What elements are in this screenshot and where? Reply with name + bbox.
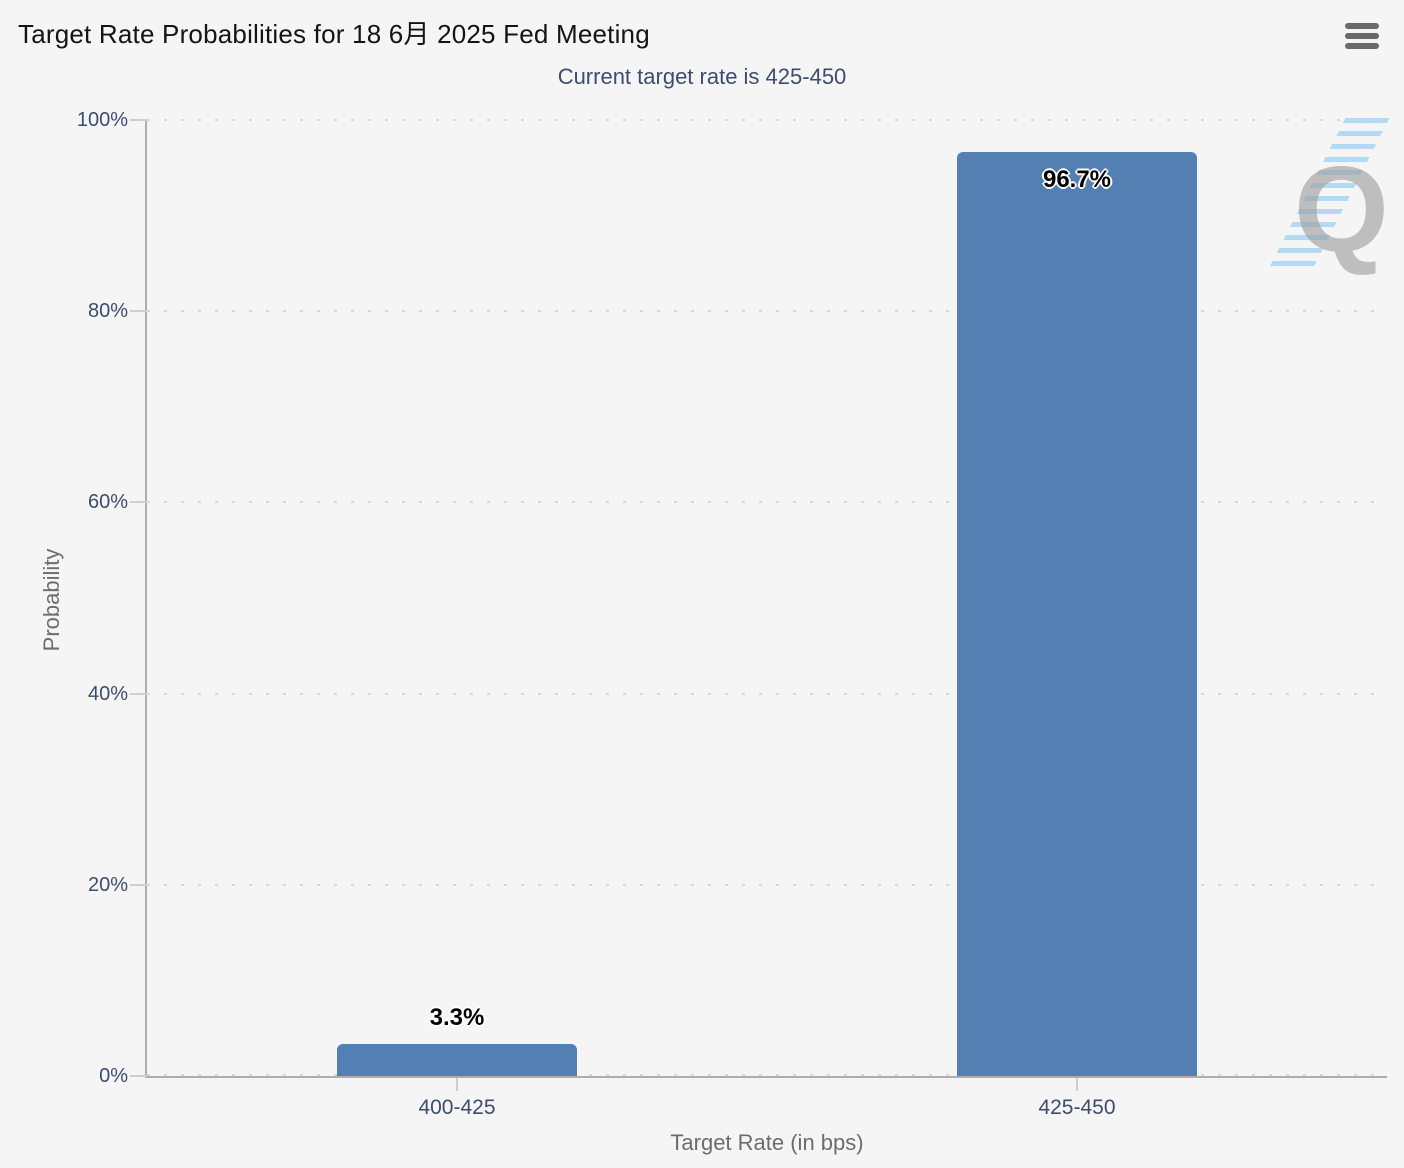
watermark-q-logo: Q <box>1294 141 1389 277</box>
y-axis-tick <box>130 119 147 121</box>
y-gridline <box>147 310 1387 313</box>
y-gridline <box>147 883 1387 886</box>
hamburger-menu-icon <box>1345 23 1379 49</box>
bar-value-label: 3.3% <box>429 1004 485 1032</box>
chart-subtitle: Current target rate is 425-450 <box>557 64 847 89</box>
y-axis-tick-label: 80% <box>87 300 128 323</box>
bar-value-label: 96.7% <box>1042 165 1112 193</box>
chart-export-menu-button[interactable] <box>1338 14 1386 58</box>
x-axis-tick-label: 400-425 <box>418 1096 496 1119</box>
x-axis-tick <box>456 1078 458 1091</box>
y-axis-tick <box>130 310 147 313</box>
bar-425-450[interactable] <box>957 151 1197 1076</box>
plot-area: 0% 20% 40% 60% 80% 100% 3.3% 400-425 96.7% 425-45… <box>77 109 1387 1119</box>
y-axis-tick <box>130 501 147 504</box>
y-gridline <box>147 1074 1387 1076</box>
y-gridline <box>147 119 1387 121</box>
x-axis-title: Target Rate (in bps) <box>670 1130 864 1155</box>
y-axis-tick-label: 40% <box>87 682 128 705</box>
y-gridline <box>147 692 1387 695</box>
y-axis-tick <box>130 1075 147 1077</box>
y-axis-tick-label: 60% <box>87 491 128 514</box>
x-axis-tick-label: 425-450 <box>1038 1096 1116 1119</box>
bar-400-425[interactable] <box>337 1044 577 1076</box>
y-axis-tick-label: 0% <box>99 1065 128 1087</box>
y-axis-tick <box>130 883 147 886</box>
chart-title: Target Rate Probabilities for 18 6月 2025… <box>18 19 650 49</box>
y-axis-tick-label: 20% <box>87 873 128 896</box>
y-axis-title: Probability <box>39 548 64 652</box>
x-axis-tick <box>1076 1078 1078 1091</box>
y-gridline <box>147 501 1387 504</box>
y-axis-tick-label: 100% <box>76 109 128 131</box>
y-axis-tick <box>130 692 147 695</box>
